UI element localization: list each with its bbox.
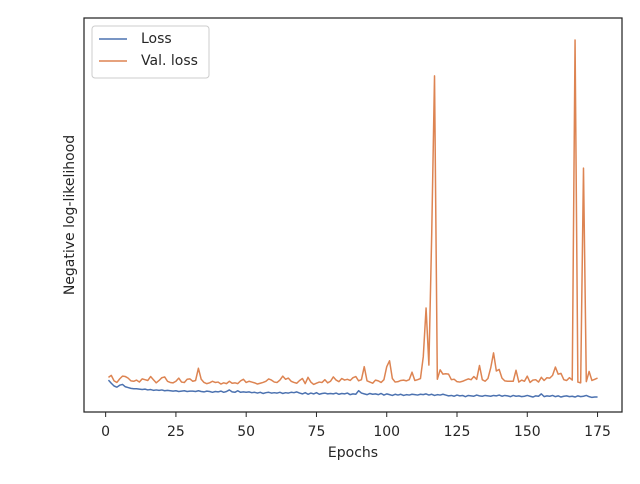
- x-axis-label: Epochs: [328, 445, 378, 461]
- y-axis-label: Negative log-likelihood: [62, 135, 78, 295]
- plot-frame: [83, 17, 623, 413]
- legend-label: Loss: [141, 31, 172, 47]
- x-tick-label: 175: [584, 424, 611, 440]
- x-tick-label: 100: [373, 424, 400, 440]
- line-series: [107, 379, 598, 399]
- line-series: [108, 39, 598, 386]
- legend-label: Val. loss: [141, 53, 198, 69]
- x-tick-label: 50: [237, 424, 255, 440]
- x-tick-label: 150: [514, 424, 541, 440]
- x-tick-label: 75: [308, 424, 326, 440]
- x-tick-label: 25: [167, 424, 185, 440]
- x-tick-label: 125: [444, 424, 471, 440]
- x-tick-label: 0: [101, 424, 110, 440]
